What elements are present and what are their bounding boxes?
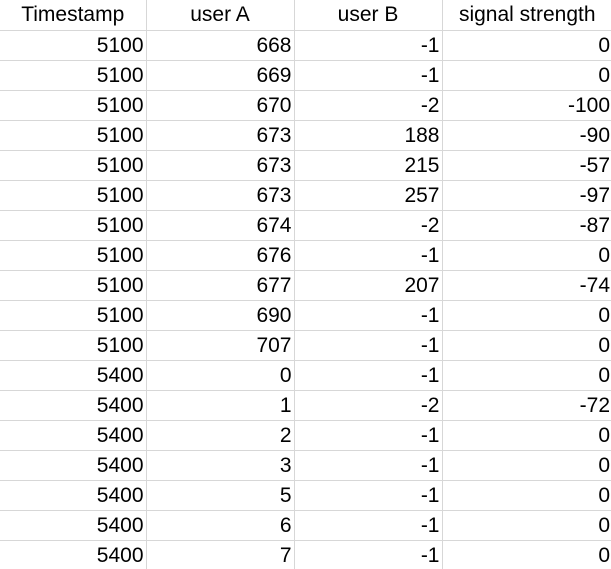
cell-timestamp[interactable]: 5400 — [0, 420, 147, 451]
cell-timestamp[interactable]: 5100 — [0, 210, 147, 241]
cell-signal-strength[interactable]: 0 — [442, 360, 611, 391]
cell-user-a[interactable]: 673 — [146, 180, 295, 211]
cell-user-b[interactable]: -1 — [294, 30, 443, 61]
cell-signal-strength[interactable]: 0 — [442, 240, 611, 271]
cell-user-a[interactable]: 668 — [146, 30, 295, 61]
cell-signal-strength[interactable]: 0 — [442, 30, 611, 61]
cell-timestamp[interactable]: 5100 — [0, 150, 147, 181]
cell-signal-strength[interactable]: 0 — [442, 480, 611, 511]
cell-user-a[interactable]: 3 — [146, 450, 295, 481]
cell-signal-strength[interactable]: -72 — [442, 390, 611, 421]
cell-signal-strength[interactable]: 0 — [442, 300, 611, 331]
cell-signal-strength[interactable]: -90 — [442, 120, 611, 151]
cell-user-a[interactable]: 5 — [146, 480, 295, 511]
cell-user-a[interactable]: 7 — [146, 540, 295, 569]
header-user-b[interactable]: user B — [294, 0, 443, 31]
cell-user-a[interactable]: 674 — [146, 210, 295, 241]
cell-user-a[interactable]: 677 — [146, 270, 295, 301]
table-row: 5100 673 257 -97 — [0, 180, 611, 211]
cell-user-b[interactable]: -2 — [294, 210, 443, 241]
cell-user-a[interactable]: 1 — [146, 390, 295, 421]
table-row: 5100 690 -1 0 — [0, 300, 611, 331]
cell-user-a[interactable]: 690 — [146, 300, 295, 331]
cell-timestamp[interactable]: 5400 — [0, 480, 147, 511]
table-row: 5400 5 -1 0 — [0, 480, 611, 511]
table-row: 5100 707 -1 0 — [0, 330, 611, 361]
cell-user-b[interactable]: -2 — [294, 390, 443, 421]
cell-timestamp[interactable]: 5400 — [0, 540, 147, 569]
cell-timestamp[interactable]: 5100 — [0, 60, 147, 91]
table-row: 5400 6 -1 0 — [0, 510, 611, 541]
cell-timestamp[interactable]: 5100 — [0, 90, 147, 121]
cell-signal-strength[interactable]: -97 — [442, 180, 611, 211]
cell-user-a[interactable]: 6 — [146, 510, 295, 541]
cell-user-a[interactable]: 673 — [146, 120, 295, 151]
cell-signal-strength[interactable]: -87 — [442, 210, 611, 241]
table-row: 5100 677 207 -74 — [0, 270, 611, 301]
header-row: Timestamp user A user B signal strength — [0, 0, 611, 31]
table-row: 5100 673 215 -57 — [0, 150, 611, 181]
cell-user-b[interactable]: -1 — [294, 510, 443, 541]
table-row: 5100 673 188 -90 — [0, 120, 611, 151]
cell-timestamp[interactable]: 5400 — [0, 450, 147, 481]
cell-signal-strength[interactable]: 0 — [442, 60, 611, 91]
table-row: 5100 668 -1 0 — [0, 30, 611, 61]
cell-user-b[interactable]: 207 — [294, 270, 443, 301]
cell-signal-strength[interactable]: -74 — [442, 270, 611, 301]
cell-user-a[interactable]: 0 — [146, 360, 295, 391]
cell-user-b[interactable]: 257 — [294, 180, 443, 211]
cell-user-b[interactable]: -1 — [294, 450, 443, 481]
cell-user-b[interactable]: -2 — [294, 90, 443, 121]
cell-user-a[interactable]: 670 — [146, 90, 295, 121]
cell-user-b[interactable]: -1 — [294, 480, 443, 511]
table-row: 5100 676 -1 0 — [0, 240, 611, 271]
cell-timestamp[interactable]: 5100 — [0, 240, 147, 271]
cell-timestamp[interactable]: 5400 — [0, 360, 147, 391]
cell-user-b[interactable]: 188 — [294, 120, 443, 151]
header-user-a[interactable]: user A — [146, 0, 295, 31]
table-row: 5400 7 -1 0 — [0, 540, 611, 569]
cell-signal-strength[interactable]: 0 — [442, 540, 611, 569]
cell-user-b[interactable]: -1 — [294, 60, 443, 91]
table-row: 5100 670 -2 -100 — [0, 90, 611, 121]
cell-timestamp[interactable]: 5100 — [0, 330, 147, 361]
cell-user-b[interactable]: -1 — [294, 330, 443, 361]
header-signal-strength[interactable]: signal strength — [442, 0, 611, 31]
cell-user-b[interactable]: -1 — [294, 240, 443, 271]
cell-user-b[interactable]: -1 — [294, 420, 443, 451]
table-row: 5400 2 -1 0 — [0, 420, 611, 451]
cell-user-b[interactable]: -1 — [294, 540, 443, 569]
cell-signal-strength[interactable]: 0 — [442, 450, 611, 481]
cell-user-a[interactable]: 673 — [146, 150, 295, 181]
table-row: 5400 0 -1 0 — [0, 360, 611, 391]
table-row: 5100 674 -2 -87 — [0, 210, 611, 241]
cell-timestamp[interactable]: 5100 — [0, 270, 147, 301]
header-timestamp[interactable]: Timestamp — [0, 0, 147, 31]
cell-signal-strength[interactable]: -57 — [442, 150, 611, 181]
cell-user-b[interactable]: -1 — [294, 360, 443, 391]
cell-user-a[interactable]: 2 — [146, 420, 295, 451]
cell-timestamp[interactable]: 5400 — [0, 390, 147, 421]
cell-timestamp[interactable]: 5400 — [0, 510, 147, 541]
table-row: 5400 3 -1 0 — [0, 450, 611, 481]
cell-user-a[interactable]: 707 — [146, 330, 295, 361]
cell-user-b[interactable]: 215 — [294, 150, 443, 181]
cell-timestamp[interactable]: 5100 — [0, 180, 147, 211]
table-body: 5100 668 -1 0 5100 669 -1 0 5100 670 -2 -100 5100 673… — [0, 30, 611, 569]
cell-signal-strength[interactable]: -100 — [442, 90, 611, 121]
cell-user-a[interactable]: 669 — [146, 60, 295, 91]
cell-timestamp[interactable]: 5100 — [0, 120, 147, 151]
table-row: 5400 1 -2 -72 — [0, 390, 611, 421]
cell-signal-strength[interactable]: 0 — [442, 330, 611, 361]
cell-user-a[interactable]: 676 — [146, 240, 295, 271]
table-row: 5100 669 -1 0 — [0, 60, 611, 91]
cell-signal-strength[interactable]: 0 — [442, 420, 611, 451]
cell-timestamp[interactable]: 5100 — [0, 300, 147, 331]
cell-timestamp[interactable]: 5100 — [0, 30, 147, 61]
cell-user-b[interactable]: -1 — [294, 300, 443, 331]
cell-signal-strength[interactable]: 0 — [442, 510, 611, 541]
